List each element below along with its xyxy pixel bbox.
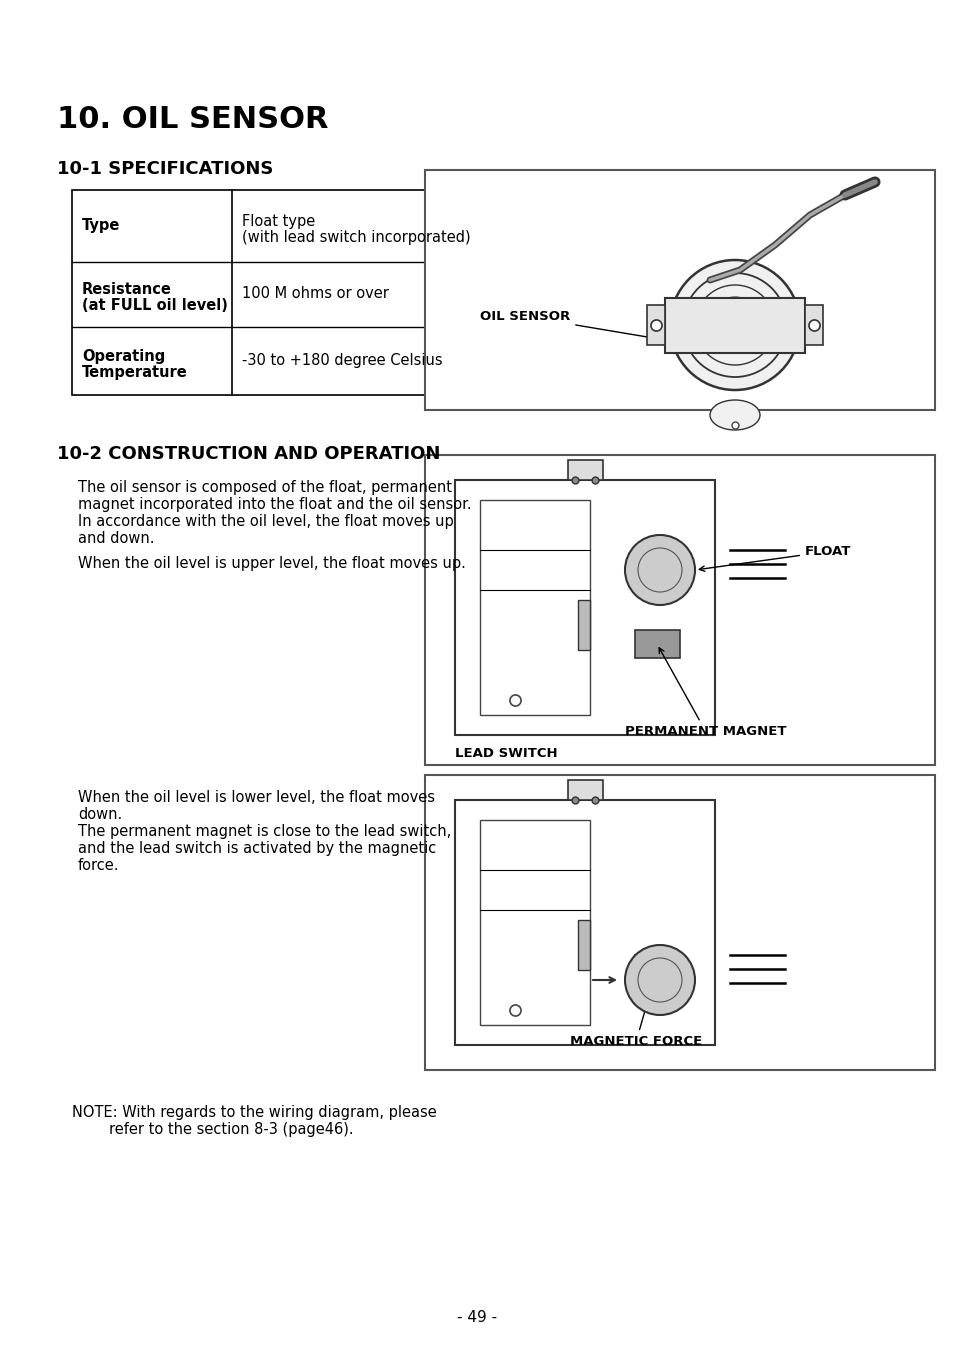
- Text: (at FULL oil level): (at FULL oil level): [82, 298, 228, 313]
- Text: Temperature: Temperature: [82, 364, 188, 379]
- Text: Float type: Float type: [242, 215, 314, 230]
- Bar: [635, 954, 679, 983]
- Text: Operating: Operating: [82, 350, 165, 365]
- Text: force.: force.: [78, 859, 119, 873]
- Text: MAGNETIC FORCE: MAGNETIC FORCE: [569, 973, 701, 1048]
- Ellipse shape: [709, 400, 760, 431]
- Bar: [479, 500, 589, 716]
- Circle shape: [669, 261, 800, 390]
- Text: 100 M ohms or over: 100 M ohms or over: [242, 286, 389, 301]
- Text: OIL SENSOR: OIL SENSOR: [479, 310, 692, 344]
- Text: Resistance: Resistance: [82, 282, 172, 297]
- Text: magnet incorporated into the float and the oil sensor.: magnet incorporated into the float and t…: [78, 497, 471, 512]
- Text: Type: Type: [82, 217, 120, 234]
- Text: LEAD SWITCH: LEAD SWITCH: [455, 747, 558, 760]
- Bar: [567, 780, 602, 801]
- Text: down.: down.: [78, 807, 122, 822]
- Text: and the lead switch is activated by the magnetic: and the lead switch is activated by the …: [78, 841, 436, 856]
- Bar: [664, 297, 804, 352]
- Bar: [578, 919, 589, 971]
- Bar: [804, 305, 822, 346]
- Text: 10. OIL SENSOR: 10. OIL SENSOR: [57, 105, 328, 134]
- Text: -30 to +180 degree Celsius: -30 to +180 degree Celsius: [242, 352, 442, 369]
- Bar: [635, 630, 679, 657]
- Bar: [567, 460, 602, 481]
- Text: 10-2 CONSTRUCTION AND OPERATION: 10-2 CONSTRUCTION AND OPERATION: [57, 446, 440, 463]
- Bar: [424, 170, 934, 410]
- Bar: [424, 775, 934, 1071]
- Text: PERMANENT MAGNET: PERMANENT MAGNET: [624, 648, 785, 738]
- Text: The oil sensor is composed of the float, permanent: The oil sensor is composed of the float,…: [78, 481, 452, 495]
- Text: FLOAT: FLOAT: [699, 545, 850, 571]
- Text: The permanent magnet is close to the lead switch,: The permanent magnet is close to the lea…: [78, 824, 451, 838]
- Text: (with lead switch incorporated): (with lead switch incorporated): [242, 230, 470, 244]
- Circle shape: [624, 535, 695, 605]
- Bar: [646, 305, 664, 346]
- Text: In accordance with the oil level, the float moves up: In accordance with the oil level, the fl…: [78, 514, 454, 529]
- Text: NOTE: With regards to the wiring diagram, please: NOTE: With regards to the wiring diagram…: [71, 1106, 436, 1120]
- Bar: [578, 599, 589, 649]
- Circle shape: [624, 945, 695, 1015]
- Bar: [479, 819, 589, 1025]
- Text: - 49 -: - 49 -: [456, 1310, 497, 1324]
- Bar: [455, 801, 714, 1045]
- Text: and down.: and down.: [78, 531, 154, 545]
- Bar: [424, 455, 934, 765]
- Bar: [455, 481, 714, 734]
- Text: 10-1 SPECIFICATIONS: 10-1 SPECIFICATIONS: [57, 161, 274, 178]
- Bar: [71, 190, 501, 396]
- Text: When the oil level is lower level, the float moves: When the oil level is lower level, the f…: [78, 790, 435, 805]
- Text: When the oil level is upper level, the float moves up.: When the oil level is upper level, the f…: [78, 556, 465, 571]
- Text: refer to the section 8-3 (page46).: refer to the section 8-3 (page46).: [71, 1122, 354, 1137]
